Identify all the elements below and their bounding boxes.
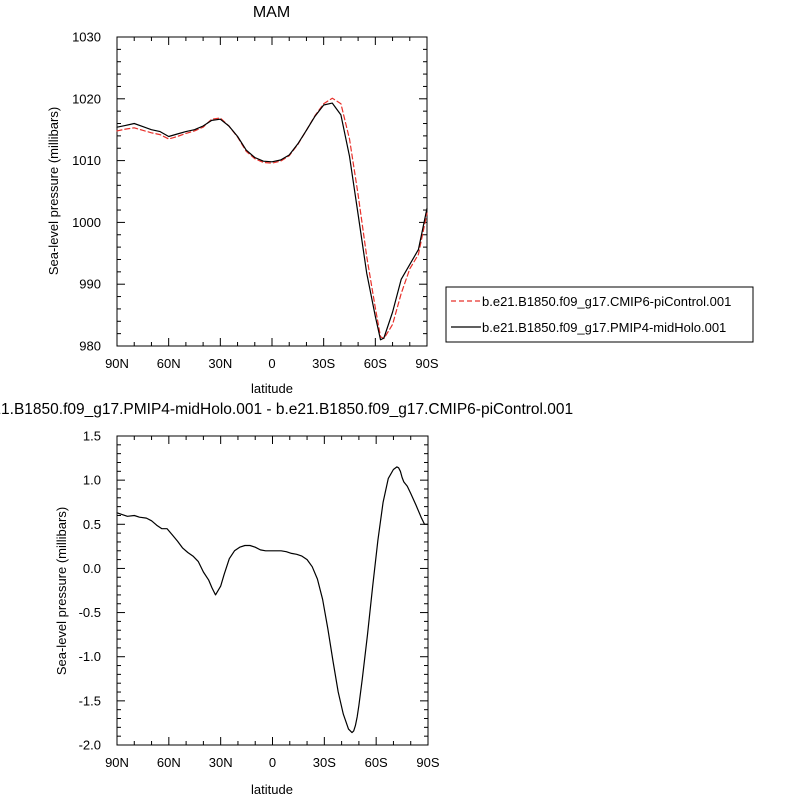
legend: b.e21.B1850.f09_g17.CMIP6-piControl.001 … xyxy=(445,286,754,343)
x-tick-label: 60N xyxy=(157,755,181,770)
legend-box xyxy=(445,286,754,343)
x-tick-label: 60N xyxy=(157,356,181,371)
y-tick-label: -1.5 xyxy=(79,693,101,708)
y-tick-label: 1000 xyxy=(72,215,101,230)
legend-label-picontrol: b.e21.B1850.f09_g17.CMIP6-piControl.001 xyxy=(482,294,731,309)
y-tick-label: 1.5 xyxy=(83,429,101,444)
x-tick-label: 30S xyxy=(313,755,336,770)
y-tick-label: 1030 xyxy=(72,30,101,45)
bottom-chart: b.e21.B1850.f09_g17.PMIP4-midHolo.001 - … xyxy=(0,401,573,797)
top-axes: 90N 60N 30N 0 30S 60S 90S 980 990 1000 1010 1020 103… xyxy=(72,30,439,372)
x-tick-label: 90N xyxy=(105,755,129,770)
x-tick-label: 0 xyxy=(269,755,276,770)
top-plot-frame xyxy=(116,36,428,347)
top-y-axis-label: Sea-level pressure (millibars) xyxy=(46,107,61,275)
bottom-chart-title: b.e21.B1850.f09_g17.PMIP4-midHolo.001 - … xyxy=(0,401,573,418)
x-tick-label: 90S xyxy=(415,356,438,371)
y-tick-label: 1010 xyxy=(72,153,101,168)
y-tick-label: 0.5 xyxy=(83,517,101,532)
top-chart-title: MAM xyxy=(253,4,290,21)
y-tick-label: 1020 xyxy=(72,91,101,106)
top-series xyxy=(116,97,428,341)
y-tick-label: 980 xyxy=(79,339,101,354)
series-line-0 xyxy=(116,97,428,340)
y-tick-label: -1.0 xyxy=(79,649,101,664)
legend-label-midholo: b.e21.B1850.f09_g17.PMIP4-midHolo.001 xyxy=(482,320,726,335)
bottom-x-axis-label: latitude xyxy=(251,782,293,797)
series-line-1 xyxy=(116,102,428,341)
x-tick-label: 30N xyxy=(209,755,233,770)
y-tick-label: 0.0 xyxy=(83,561,101,576)
x-tick-label: 30N xyxy=(208,356,232,371)
bottom-series xyxy=(116,466,429,734)
x-tick-label: 0 xyxy=(268,356,275,371)
bottom-axes: 90N 60N 30N 0 30S 60S 90S -2.0 -1.5 -1.0 -0.5 0.0 0.… xyxy=(79,429,440,771)
x-tick-label: 60S xyxy=(364,356,387,371)
y-tick-label: 1.0 xyxy=(83,473,101,488)
bottom-y-axis-label: Sea-level pressure (millibars) xyxy=(54,507,69,675)
x-tick-label: 90N xyxy=(105,356,129,371)
bottom-plot-frame xyxy=(116,435,429,746)
x-tick-label: 90S xyxy=(416,755,439,770)
x-tick-label: 30S xyxy=(312,356,335,371)
series-line-0 xyxy=(116,466,429,734)
top-chart: MAM 90N 60N 30N 0 30S 60S 90S 980 990 1000 1010 102… xyxy=(46,4,754,396)
top-x-axis-label: latitude xyxy=(251,381,293,396)
y-tick-label: -2.0 xyxy=(79,738,101,753)
y-tick-label: 990 xyxy=(79,277,101,292)
y-tick-label: -0.5 xyxy=(79,605,101,620)
x-tick-label: 60S xyxy=(365,755,388,770)
